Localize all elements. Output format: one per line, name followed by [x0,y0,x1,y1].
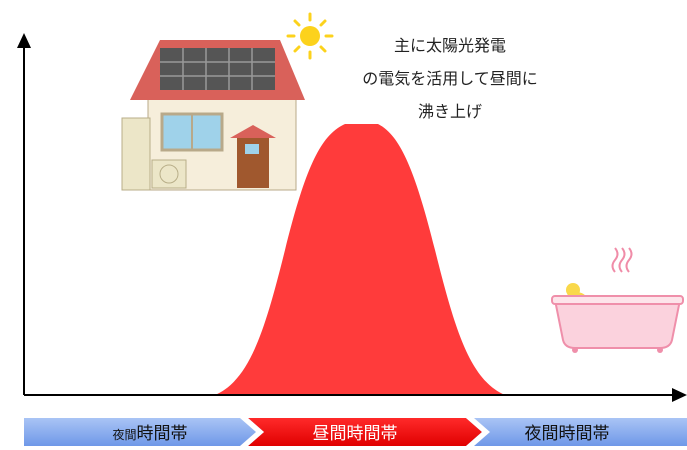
annotation-line: 沸き上げ [418,102,482,121]
daytime-curve [215,124,505,395]
timeline-label: 夜間時間帯 [112,424,187,444]
annotation-line: の電気を活用して昼間に [362,69,538,88]
timeline-label: 夜間時間帯 [525,424,610,444]
sun-icon [286,12,334,60]
annotation-line: 主に太陽光発電 [394,36,506,55]
timeline-label-main: 時間帯 [137,424,188,444]
day-band [248,418,482,446]
bathtub-illustration [551,247,684,353]
timeline-small: 夜間 [112,427,136,442]
annotation: 主に太陽光発電 の電気を活用して昼間に 沸き上げ [362,36,538,121]
house-illustration [121,40,305,191]
timeline-bar: 夜間時間帯 昼間時間帯 夜間時間帯 [24,418,687,446]
timeline-label: 昼間時間帯 [313,424,398,444]
axes [17,33,687,402]
